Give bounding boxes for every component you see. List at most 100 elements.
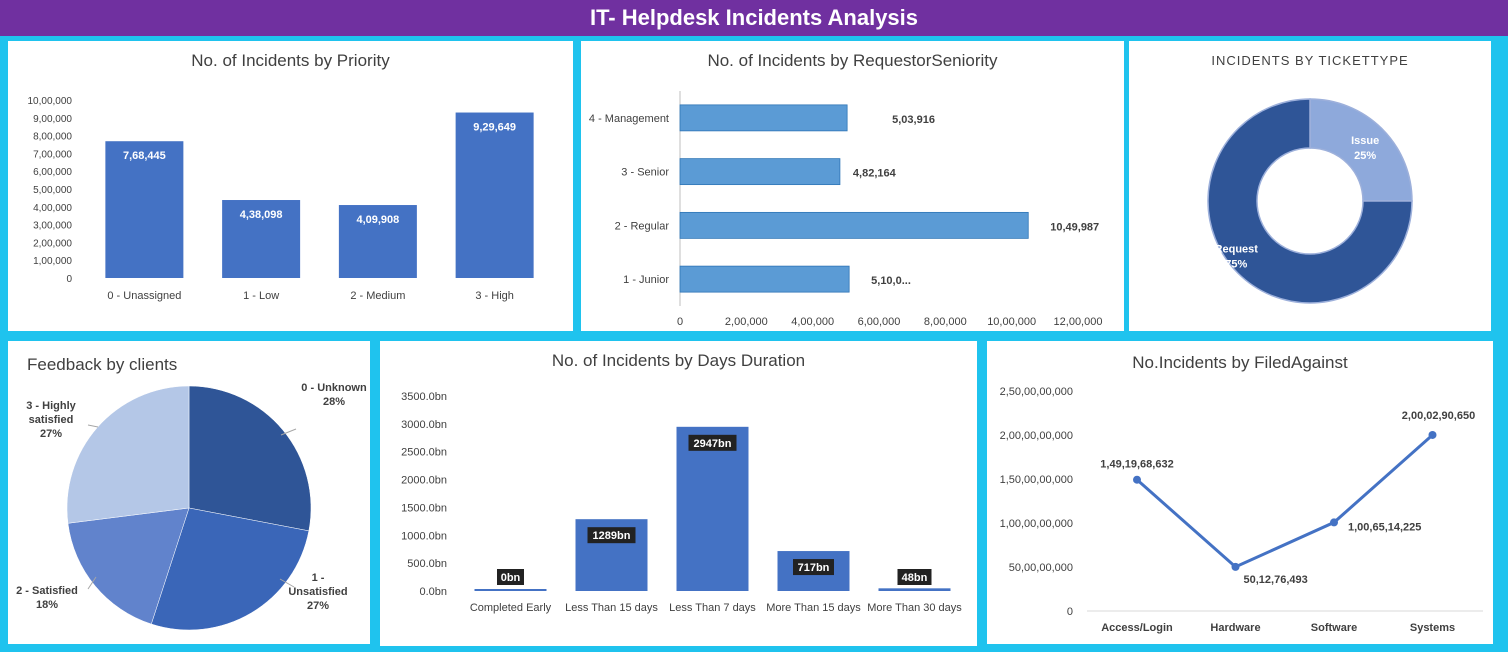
feedback-chart: 0 - Unknown 28% 1 - Unsatisfied 27% 2 - Satis… xyxy=(16,382,367,631)
seniority-y-label: 4 - Management xyxy=(589,113,669,125)
duration-x-label: Less Than 7 days xyxy=(669,602,756,614)
filedagainst-chart-title: No.Incidents by FiledAgainst xyxy=(1132,353,1348,372)
duration-data-label: 1289bn xyxy=(593,530,631,542)
feedback-slice-name: Unsatisfied xyxy=(288,586,347,598)
duration-data-label-bg xyxy=(587,527,636,544)
priority-data-label: 4,09,908 xyxy=(356,214,399,226)
duration-y-tick: 3000.0bn xyxy=(401,419,447,431)
seniority-bar xyxy=(679,158,841,186)
filedagainst-x-label: Hardware xyxy=(1210,622,1260,634)
duration-x-label: Less Than 15 days xyxy=(565,602,658,614)
duration-data-label-bg xyxy=(897,569,932,585)
seniority-y-label: 1 - Junior xyxy=(623,274,669,286)
tickettype-chart-panel: INCIDENTS BY TICKETTYPE Issue 25% Request 7… xyxy=(1129,41,1491,331)
duration-data-label-bg xyxy=(793,559,834,576)
feedback-slice xyxy=(188,385,312,532)
seniority-x-tick: 0 xyxy=(677,316,683,328)
priority-y-tick: 10,00,000 xyxy=(28,96,73,107)
seniority-chart-panel: No. of Incidents by RequestorSeniority 0… xyxy=(581,41,1124,331)
filedagainst-chart-panel: No.Incidents by FiledAgainst 0 50,00,00,0… xyxy=(987,341,1493,644)
tickettype-slice xyxy=(1207,98,1413,304)
feedback-slice-percent: 27% xyxy=(307,600,329,612)
filedagainst-x-label: Systems xyxy=(1410,622,1455,634)
duration-x-label: More Than 15 days xyxy=(766,602,861,614)
filedagainst-y-tick: 2,50,00,00,000 xyxy=(1000,386,1073,398)
tickettype-slice-name: Request xyxy=(1215,244,1259,256)
seniority-x-tick: 4,00,000 xyxy=(791,316,834,328)
filedagainst-y-tick: 50,00,00,000 xyxy=(1009,562,1073,574)
filedagainst-data-label: 1,00,65,14,225 xyxy=(1348,521,1421,533)
duration-chart-panel: No. of Incidents by Days Duration 0.0bn 5… xyxy=(380,341,977,646)
priority-data-label: 7,68,445 xyxy=(123,150,166,162)
duration-data-label-bg xyxy=(688,434,737,451)
priority-bar xyxy=(338,205,417,278)
priority-bar xyxy=(105,141,184,278)
tickettype-slice-name: Issue xyxy=(1351,135,1379,147)
filedagainst-chart: 0 50,00,00,000 1,00,00,00,000 1,50,00,00,00… xyxy=(1000,386,1483,634)
priority-y-tick: 7,00,000 xyxy=(33,149,72,160)
priority-y-tick: 8,00,000 xyxy=(33,132,72,143)
feedback-slice-name: satisfied xyxy=(29,414,74,426)
priority-x-label: 3 - High xyxy=(475,290,514,302)
feedback-slice xyxy=(66,385,190,524)
tickettype-slice xyxy=(1309,98,1413,202)
filedagainst-data-label: 1,49,19,68,632 xyxy=(1100,459,1173,471)
priority-y-tick: 1,00,000 xyxy=(33,256,72,267)
filedagainst-y-tick: 1,00,00,00,000 xyxy=(1000,518,1073,530)
duration-data-label: 0bn xyxy=(501,572,521,584)
duration-chart-title: No. of Incidents by Days Duration xyxy=(551,351,806,370)
duration-y-tick: 500.0bn xyxy=(407,558,447,570)
duration-bar xyxy=(676,426,749,591)
feedback-leader-line xyxy=(279,578,295,588)
seniority-x-tick: 12,00,000 xyxy=(1054,316,1103,328)
filedagainst-point xyxy=(1133,475,1141,484)
duration-y-tick: 2000.0bn xyxy=(401,475,447,487)
seniority-data-label: 4,82,164 xyxy=(853,168,897,180)
priority-bar xyxy=(222,200,301,278)
tickettype-chart-title: INCIDENTS BY TICKETTYPE xyxy=(1211,53,1409,68)
duration-x-label: Completed Early xyxy=(470,602,552,614)
seniority-data-label: 5,03,916 xyxy=(892,114,935,126)
priority-y-tick: 2,00,000 xyxy=(33,238,72,249)
duration-y-tick: 3500.0bn xyxy=(401,391,447,403)
duration-y-tick: 0.0bn xyxy=(419,586,447,598)
feedback-leader-line xyxy=(280,428,297,436)
tickettype-chart: Issue 25% Request 75% xyxy=(1207,98,1413,304)
filedagainst-series-line xyxy=(1136,433,1434,569)
filedagainst-x-label: Software xyxy=(1311,622,1357,634)
priority-y-tick: 5,00,000 xyxy=(33,185,72,196)
feedback-slice-name: 0 - Unknown xyxy=(301,382,367,394)
priority-y-tick: 6,00,000 xyxy=(33,167,72,178)
feedback-slice-percent: 27% xyxy=(40,428,62,440)
priority-y-tick: 3,00,000 xyxy=(33,221,72,232)
filedagainst-point xyxy=(1428,430,1437,439)
feedback-leader-line xyxy=(87,424,99,428)
priority-x-label: 1 - Low xyxy=(243,290,279,302)
priority-x-label: 0 - Unassigned xyxy=(107,290,181,302)
duration-y-tick: 1000.0bn xyxy=(401,530,447,542)
priority-bar xyxy=(455,112,534,278)
filedagainst-x-label: Access/Login xyxy=(1101,622,1173,634)
filedagainst-data-label: 50,12,76,493 xyxy=(1244,574,1308,586)
feedback-slice xyxy=(67,507,190,625)
priority-y-tick: 0 xyxy=(66,274,72,285)
filedagainst-y-tick: 1,50,00,00,000 xyxy=(1000,474,1073,486)
priority-chart-panel: No. of Incidents by Priority 0 1,00,000 2,… xyxy=(8,41,573,331)
seniority-bar xyxy=(679,265,850,293)
filedagainst-point xyxy=(1231,562,1240,571)
feedback-slice xyxy=(150,507,310,631)
dashboard-title: IT- Helpdesk Incidents Analysis xyxy=(589,5,919,30)
priority-y-tick: 9,00,000 xyxy=(33,114,72,125)
seniority-x-tick: 6,00,000 xyxy=(858,316,901,328)
duration-data-label-bg xyxy=(497,569,524,585)
priority-y-tick: 4,00,000 xyxy=(33,203,72,214)
filedagainst-y-tick: 2,00,00,00,000 xyxy=(1000,430,1073,442)
seniority-bar xyxy=(679,211,1029,239)
feedback-slice-name: 3 - Highly xyxy=(26,400,76,412)
dashboard-header: IT- Helpdesk Incidents Analysis xyxy=(0,0,1508,36)
feedback-leader-line xyxy=(87,576,97,590)
seniority-bar xyxy=(679,104,848,132)
priority-data-label: 9,29,649 xyxy=(473,122,516,134)
seniority-chart-title: No. of Incidents by RequestorSeniority xyxy=(707,51,998,70)
feedback-slice-percent: 28% xyxy=(323,396,345,408)
